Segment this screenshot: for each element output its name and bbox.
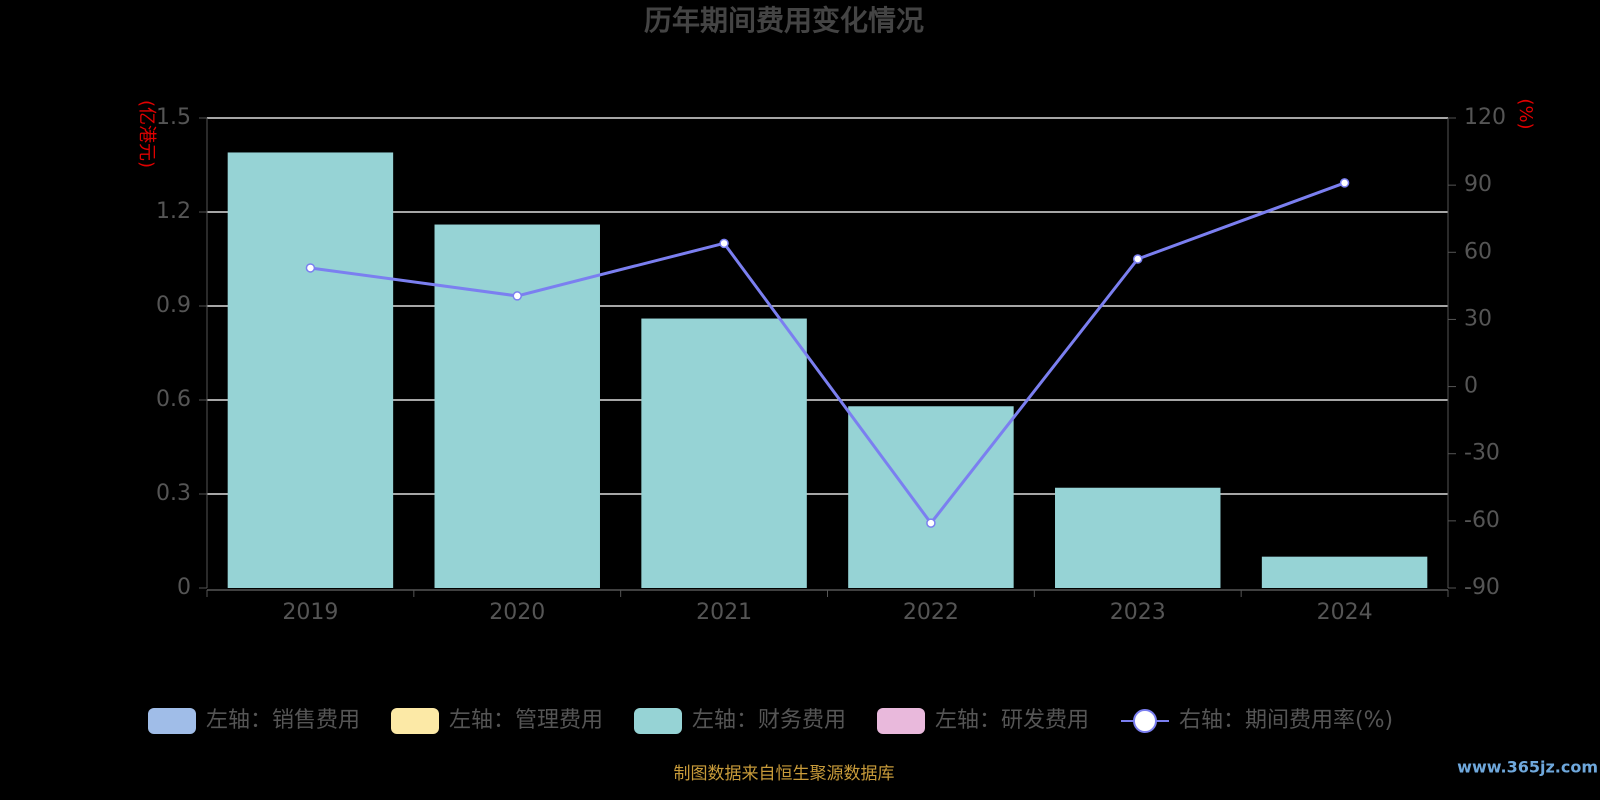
y2-tick-label: -30: [1464, 441, 1500, 466]
y2-tick-label: 30: [1464, 306, 1492, 331]
line: [310, 181, 1346, 526]
x-tick-label: 2024: [1317, 600, 1373, 625]
x-tick-label: 2021: [696, 600, 752, 625]
y2-tick-label: 60: [1464, 239, 1492, 264]
line-point: [512, 291, 522, 301]
x-tick-label: 2019: [282, 600, 338, 625]
legend-label: 左轴：财务费用: [692, 708, 846, 733]
bar: [848, 406, 1014, 588]
watermark: www.365jz.com: [1457, 758, 1598, 777]
bar: [1261, 556, 1428, 588]
bar: [1055, 487, 1221, 588]
legend-swatch: [391, 708, 439, 734]
bar: [434, 224, 600, 589]
legend-swatch: [148, 708, 196, 734]
bar: [227, 152, 394, 588]
source-note: 制图数据来自恒生聚源数据库: [674, 764, 895, 784]
line-point: [1339, 178, 1350, 188]
y2-tick-label: 0: [1464, 374, 1478, 399]
y-tick-label: 1.2: [156, 199, 191, 224]
chart-title: 历年期间费用变化情况: [644, 4, 924, 37]
y2-axis-label: (%): [1515, 98, 1536, 129]
y-axis-label: (亿港元): [136, 100, 157, 168]
legend-swatch: [877, 708, 925, 734]
bar: [641, 318, 807, 588]
x-tick-label: 2022: [903, 600, 959, 625]
y2-tick-label: -60: [1464, 508, 1500, 533]
y2-tick-label: 120: [1464, 105, 1506, 130]
legend-marker: [1133, 709, 1157, 733]
legend-label: 左轴：研发费用: [935, 708, 1089, 733]
legend-label: 左轴：销售费用: [206, 708, 360, 733]
y-tick-label: 0.3: [156, 481, 191, 506]
y-tick-label: 0.9: [156, 293, 191, 318]
legend-label: 右轴：期间费用率(%): [1179, 708, 1393, 733]
x-tick-label: 2023: [1110, 600, 1166, 625]
legend-label: 左轴：管理费用: [449, 708, 603, 733]
legend-swatch: [634, 708, 682, 734]
line-point: [719, 238, 729, 249]
y2-tick-label: -90: [1464, 575, 1500, 600]
y-tick-label: 0: [177, 575, 191, 600]
y-tick-label: 0.6: [156, 387, 191, 412]
y-tick-label: 1.5: [156, 105, 191, 130]
x-tick-label: 2020: [489, 600, 545, 625]
line-point: [1133, 254, 1143, 264]
line-point: [926, 518, 936, 528]
y2-tick-label: 90: [1464, 172, 1492, 197]
line-point: [305, 263, 316, 273]
